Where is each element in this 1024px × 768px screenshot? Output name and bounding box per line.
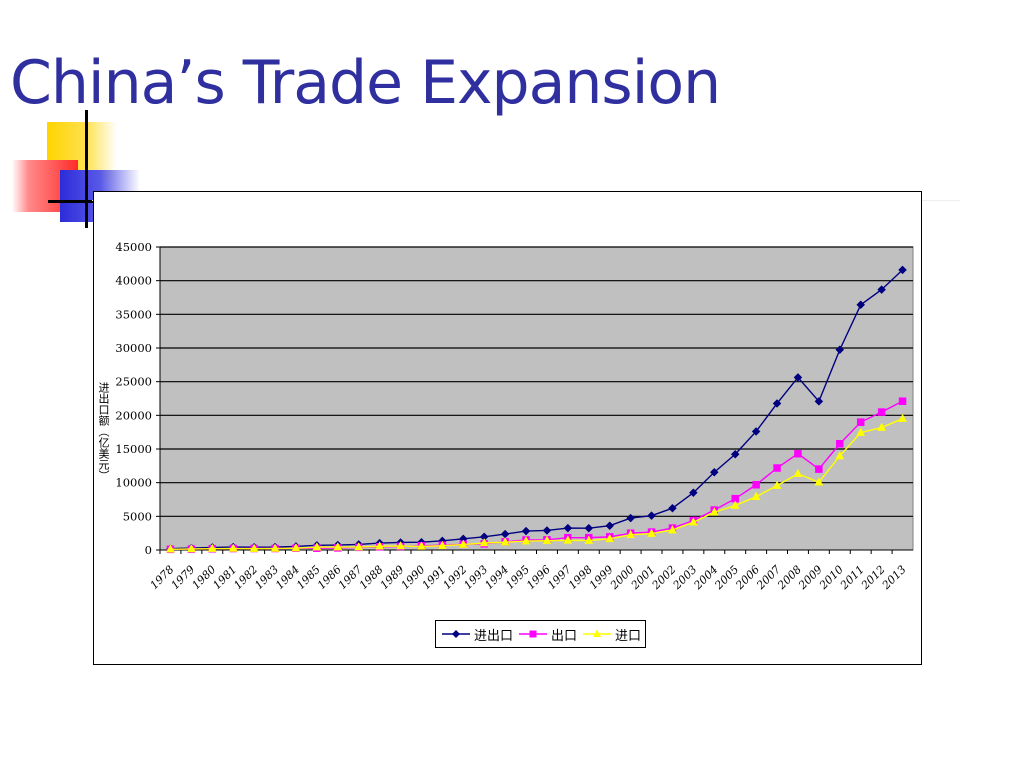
y-tick-label: 15000 (115, 442, 152, 456)
legend-item: 进出口 (440, 625, 513, 644)
y-tick-label: 30000 (115, 341, 152, 355)
data-point (856, 427, 866, 436)
data-point (458, 539, 468, 548)
data-point (730, 500, 740, 509)
data-point (228, 543, 238, 552)
data-point (814, 397, 824, 406)
legend-swatch (583, 629, 612, 637)
data-point (542, 535, 552, 544)
data-point (563, 523, 573, 533)
line-chart: 0 5000 10000 15000 20000 25000 30000 35000 40000… (115, 240, 914, 593)
data-point (794, 449, 802, 458)
logo-horizontal-line (48, 200, 98, 203)
data-point (730, 449, 740, 459)
y-tick-label: 40000 (115, 274, 152, 288)
data-point (877, 408, 886, 416)
data-point (626, 513, 635, 523)
data-point (752, 481, 760, 489)
data-point (898, 397, 907, 405)
data-point (479, 537, 489, 547)
data-point (773, 464, 781, 472)
legend-item: 进口 (581, 625, 641, 644)
data-point (856, 418, 865, 426)
data-point (542, 526, 552, 535)
data-point (563, 535, 573, 544)
data-point (877, 285, 886, 294)
data-point (186, 543, 196, 553)
y-tick-label: 45000 (115, 240, 152, 254)
data-point (605, 533, 615, 543)
data-point (521, 526, 531, 536)
y-axis-label: 进出口额（亿美元） (97, 382, 110, 481)
data-point (688, 517, 698, 526)
data-point (815, 465, 823, 473)
data-point (877, 422, 887, 431)
y-tick-label: 20000 (115, 408, 152, 422)
legend-item: 出口 (517, 625, 577, 644)
data-point (772, 399, 782, 408)
data-point (668, 525, 677, 534)
data-point (709, 467, 719, 477)
y-tick-label: 35000 (115, 307, 152, 321)
x-tick-label: 2013 (879, 563, 909, 593)
data-point (856, 300, 866, 310)
data-point (836, 440, 844, 448)
logo-vertical-line (85, 110, 88, 228)
data-point (166, 544, 175, 553)
data-point (605, 521, 615, 531)
data-point (772, 480, 782, 489)
data-point (354, 542, 364, 551)
plot-area (159, 246, 914, 551)
data-point (207, 543, 217, 552)
legend-swatch (442, 630, 470, 638)
chart-legend: 进出口 出口 进口 (435, 620, 647, 648)
y-tick-label: 5000 (123, 509, 152, 523)
data-point (689, 488, 698, 498)
data-point (396, 540, 405, 550)
data-point (500, 537, 510, 546)
data-point (835, 450, 845, 460)
data-point (647, 511, 656, 521)
legend-label: 出口 (551, 628, 578, 644)
data-point (417, 541, 426, 550)
data-point (898, 265, 907, 275)
data-point (312, 542, 322, 551)
y-tick-label: 25000 (115, 375, 152, 389)
data-point (521, 536, 531, 545)
series-line-3 (170, 418, 903, 550)
data-point (333, 542, 343, 551)
data-point (709, 507, 719, 516)
y-tick-label: 10000 (115, 476, 152, 490)
data-point (793, 373, 803, 382)
data-point (898, 413, 907, 422)
data-point (668, 503, 677, 513)
data-point (291, 543, 301, 552)
slide-title: China’s Trade Expansion (10, 48, 721, 118)
data-point (584, 523, 594, 533)
data-point (835, 345, 845, 355)
data-point (751, 491, 761, 500)
legend-label: 进口 (615, 628, 642, 644)
chart-frame: 0 5000 10000 15000 20000 25000 30000 35000 40000… (93, 191, 922, 665)
data-point (814, 477, 824, 486)
data-point (249, 543, 259, 552)
data-point (626, 529, 636, 539)
data-point (793, 468, 803, 477)
data-point (584, 535, 594, 544)
data-point (751, 427, 761, 436)
data-point (437, 540, 447, 549)
legend-swatch (519, 630, 548, 638)
data-point (375, 541, 385, 550)
y-tick-label: 0 (145, 543, 152, 557)
legend-label: 进出口 (474, 628, 514, 644)
data-point (647, 528, 656, 537)
data-point (270, 543, 280, 552)
